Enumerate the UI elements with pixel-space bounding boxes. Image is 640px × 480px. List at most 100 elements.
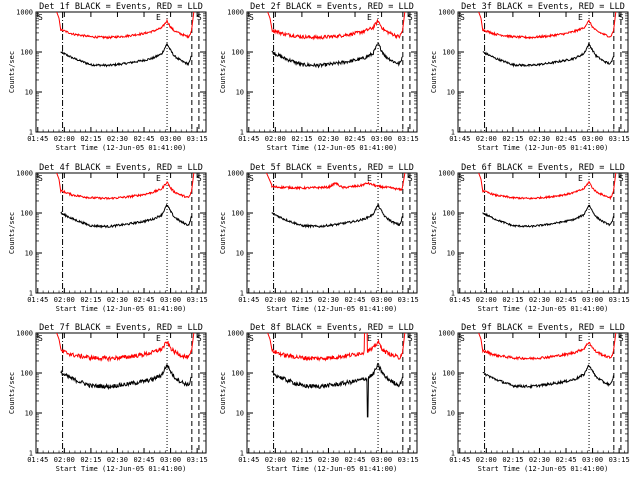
black-events-series-line: [482, 41, 614, 68]
start-marker: S: [38, 174, 43, 183]
x-tick-label: 02:15: [502, 135, 523, 143]
x-tick-label: 02:15: [80, 456, 101, 464]
red-lld-series-line: [478, 333, 617, 361]
detector-panel: Det 1f BLACK = Events, RED = LLD 1 10 100 10…: [8, 2, 208, 152]
start-marker: S: [38, 334, 43, 343]
x-tick-label: 02:45: [555, 456, 576, 464]
x-tick-label: 02:30: [318, 296, 339, 304]
y-axis-label: Counts/sec: [430, 372, 438, 414]
x-tick-label: 03:15: [609, 135, 630, 143]
y-tick-label: 100: [231, 210, 244, 218]
y-tick-label: 1000: [16, 170, 33, 178]
detector-panel: Det 9f BLACK = Events, RED = LLD 1 10 100 10…: [430, 323, 630, 473]
y-tick-label: 1000: [16, 330, 33, 338]
y-axis-label: Counts/sec: [8, 372, 16, 414]
x-tick-label: 02:45: [555, 135, 576, 143]
detector-panel: Det 4f BLACK = Events, RED = LLD 1 10 100 10…: [8, 163, 208, 313]
x-axis-label: Start Time (12-Jun-05 01:41:00): [267, 465, 398, 473]
plot-frame: [457, 332, 629, 454]
x-tick-label: 02:30: [529, 135, 550, 143]
x-tick-label: 03:15: [398, 456, 419, 464]
detector-panel: Det 6f BLACK = Events, RED = LLD 1 10 100 10…: [430, 163, 630, 313]
x-tick-label: 03:15: [187, 296, 208, 304]
red-lld-series-line: [56, 173, 195, 201]
black-events-series-line: [482, 364, 614, 389]
y-tick-label: 1: [451, 290, 455, 298]
end-marker: E: [156, 174, 161, 183]
restart-marker: S: [408, 174, 413, 183]
end-marker: E: [156, 13, 161, 22]
x-axis-label: Start Time (12-Jun-05 01:41:00): [267, 144, 398, 152]
x-tick-label: 01:45: [27, 296, 48, 304]
restart-marker: S: [197, 13, 202, 22]
x-tick-label: 01:45: [238, 135, 259, 143]
x-tick-label: 02:45: [555, 296, 576, 304]
plot-frame: [246, 172, 418, 294]
red-lld-series-line: [478, 12, 617, 40]
start-marker: S: [460, 174, 465, 183]
x-tick-label: 02:00: [476, 135, 497, 143]
red-lld-series-line: [56, 333, 195, 363]
x-tick-label: 02:45: [133, 456, 154, 464]
x-tick-label: 03:15: [609, 296, 630, 304]
start-marker: S: [249, 174, 254, 183]
x-axis-label: Start Time (12-Jun-05 01:41:00): [56, 144, 187, 152]
end-marker: E: [156, 334, 161, 343]
x-tick-label: 02:45: [344, 135, 365, 143]
x-tick-label: 02:00: [54, 135, 75, 143]
x-tick-label: 03:00: [371, 296, 392, 304]
end-marker: E: [578, 13, 583, 22]
start-marker: S: [249, 334, 254, 343]
x-tick-label: 02:30: [107, 296, 128, 304]
red-lld-series-line: [56, 12, 195, 40]
y-tick-label: 100: [231, 370, 244, 378]
x-tick-label: 03:15: [187, 456, 208, 464]
plot-frame: [35, 332, 207, 454]
x-tick-label: 01:45: [27, 456, 48, 464]
panel-title: Det 2f BLACK = Events, RED = LLD: [250, 2, 414, 12]
y-axis-label: Counts/sec: [219, 212, 227, 254]
y-tick-label: 1: [240, 290, 244, 298]
x-tick-label: 01:45: [449, 456, 470, 464]
y-tick-label: 10: [25, 250, 33, 258]
y-axis-label: Counts/sec: [219, 372, 227, 414]
red-lld-series-line: [478, 173, 617, 201]
y-tick-label: 10: [447, 250, 455, 258]
panel-title: Det 8f BLACK = Events, RED = LLD: [250, 323, 414, 333]
end-marker: E: [367, 174, 372, 183]
y-tick-label: 10: [25, 89, 33, 97]
y-tick-label: 10: [236, 410, 244, 418]
x-tick-label: 03:00: [582, 296, 603, 304]
x-tick-label: 02:00: [265, 296, 286, 304]
y-tick-label: 1000: [227, 330, 244, 338]
y-axis-label: Counts/sec: [430, 51, 438, 93]
x-axis-label: Start Time (12-Jun-05 01:41:00): [56, 465, 187, 473]
x-tick-label: 02:45: [133, 296, 154, 304]
y-tick-label: 1000: [16, 9, 33, 17]
x-tick-label: 02:15: [80, 135, 101, 143]
x-tick-label: 02:15: [291, 296, 312, 304]
restart-marker: S: [619, 174, 624, 183]
x-tick-label: 01:45: [449, 135, 470, 143]
y-tick-label: 100: [20, 210, 33, 218]
x-tick-label: 03:00: [160, 296, 181, 304]
x-tick-label: 01:45: [27, 135, 48, 143]
y-tick-label: 1000: [438, 330, 455, 338]
plot-frame: [246, 11, 418, 133]
black-events-series-line: [482, 204, 614, 229]
x-tick-label: 03:00: [160, 135, 181, 143]
y-tick-label: 100: [442, 370, 455, 378]
panel-title: Det 6f BLACK = Events, RED = LLD: [461, 163, 625, 173]
panel-title: Det 3f BLACK = Events, RED = LLD: [461, 2, 625, 12]
x-axis-label: Start Time (12-Jun-05 01:41:00): [56, 305, 187, 313]
start-marker: S: [460, 13, 465, 22]
plot-frame: [457, 11, 629, 133]
end-marker: E: [367, 334, 372, 343]
x-tick-label: 02:00: [54, 296, 75, 304]
red-lld-series-line: [267, 12, 406, 41]
x-tick-label: 03:00: [371, 135, 392, 143]
x-tick-label: 02:30: [529, 456, 550, 464]
y-tick-label: 1000: [227, 9, 244, 17]
black-events-series-line: [60, 203, 192, 229]
plot-frame: [246, 332, 418, 454]
